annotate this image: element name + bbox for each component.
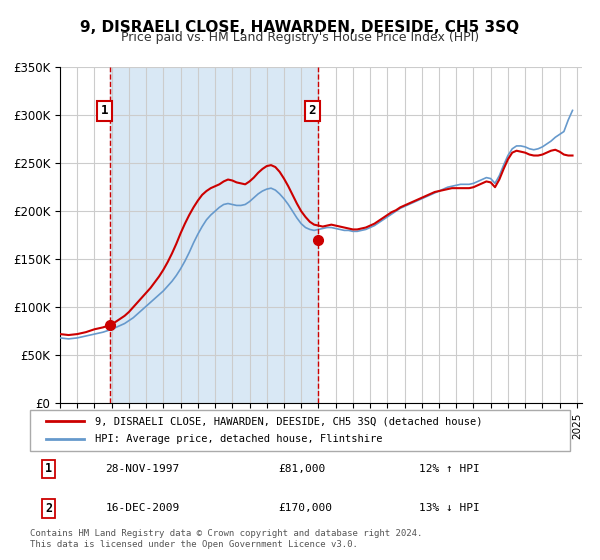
Text: 28-NOV-1997: 28-NOV-1997 <box>106 464 180 474</box>
9, DISRAELI CLOSE, HAWARDEN, DEESIDE, CH5 3SQ (detached house) <box>56 331 64 338</box>
Text: 9, DISRAELI CLOSE, HAWARDEN, DEESIDE, CH5 3SQ: 9, DISRAELI CLOSE, HAWARDEN, DEESIDE, CH… <box>80 20 520 35</box>
9, DISRAELI CLOSE, HAWARDEN, DEESIDE, CH5 3SQ (detached house) <box>560 151 568 158</box>
Bar <box>110 67 317 403</box>
Text: Price paid vs. HM Land Registry's House Price Index (HPI): Price paid vs. HM Land Registry's House … <box>121 31 479 44</box>
Text: £170,000: £170,000 <box>278 503 332 513</box>
Text: 12% ↑ HPI: 12% ↑ HPI <box>419 464 479 474</box>
Text: 1: 1 <box>101 104 109 118</box>
9, DISRAELI CLOSE, HAWARDEN, DEESIDE, CH5 3SQ (detached house) <box>169 250 176 257</box>
HPI: Average price, detached house, Flintshire: (2.02e+03, 2.28e+05): Average price, detached house, Flintshir… <box>466 181 473 188</box>
HPI: Average price, detached house, Flintshire: (2e+03, 6.8e+04): Average price, detached house, Flintshir… <box>56 334 64 341</box>
9, DISRAELI CLOSE, HAWARDEN, DEESIDE, CH5 3SQ (detached house) <box>569 152 576 159</box>
Text: £81,000: £81,000 <box>278 464 326 474</box>
HPI: Average price, detached house, Flintshire: (2e+03, 6.7e+04): Average price, detached house, Flintshir… <box>65 335 72 342</box>
9, DISRAELI CLOSE, HAWARDEN, DEESIDE, CH5 3SQ (detached house) <box>65 332 72 338</box>
Line: HPI: Average price, detached house, Flintshire: HPI: Average price, detached house, Flin… <box>60 110 572 339</box>
FancyBboxPatch shape <box>30 410 570 451</box>
Text: 13% ↓ HPI: 13% ↓ HPI <box>419 503 479 513</box>
Text: Contains HM Land Registry data © Crown copyright and database right 2024.
This d: Contains HM Land Registry data © Crown c… <box>30 529 422 549</box>
HPI: Average price, detached house, Flintshire: (2.02e+03, 2.8e+05): Average price, detached house, Flintshir… <box>556 131 563 138</box>
HPI: Average price, detached house, Flintshire: (2.01e+03, 1.8e+05): Average price, detached house, Flintshir… <box>345 227 352 234</box>
Text: 2: 2 <box>308 104 316 118</box>
9, DISRAELI CLOSE, HAWARDEN, DEESIDE, CH5 3SQ (detached house) <box>199 192 206 198</box>
HPI: Average price, detached house, Flintshire: (2.02e+03, 2.11e+05): Average price, detached house, Flintshir… <box>414 197 421 204</box>
9, DISRAELI CLOSE, HAWARDEN, DEESIDE, CH5 3SQ (detached house) <box>345 225 352 232</box>
Text: 2: 2 <box>46 502 52 515</box>
9, DISRAELI CLOSE, HAWARDEN, DEESIDE, CH5 3SQ (detached house) <box>551 146 559 153</box>
Text: 1: 1 <box>46 463 52 475</box>
Text: 9, DISRAELI CLOSE, HAWARDEN, DEESIDE, CH5 3SQ (detached house): 9, DISRAELI CLOSE, HAWARDEN, DEESIDE, CH… <box>95 417 482 426</box>
HPI: Average price, detached house, Flintshire: (2e+03, 1.27e+05): Average price, detached house, Flintshir… <box>169 278 176 284</box>
Line: 9, DISRAELI CLOSE, HAWARDEN, DEESIDE, CH5 3SQ (detached house): 9, DISRAELI CLOSE, HAWARDEN, DEESIDE, CH… <box>60 150 572 335</box>
HPI: Average price, detached house, Flintshire: (2.02e+03, 3.05e+05): Average price, detached house, Flintshir… <box>569 107 576 114</box>
9, DISRAELI CLOSE, HAWARDEN, DEESIDE, CH5 3SQ (detached house) <box>466 185 473 192</box>
9, DISRAELI CLOSE, HAWARDEN, DEESIDE, CH5 3SQ (detached house) <box>414 197 421 203</box>
HPI: Average price, detached house, Flintshire: (2e+03, 1.84e+05): Average price, detached house, Flintshir… <box>199 223 206 230</box>
Text: HPI: Average price, detached house, Flintshire: HPI: Average price, detached house, Flin… <box>95 435 382 444</box>
Text: 16-DEC-2009: 16-DEC-2009 <box>106 503 180 513</box>
